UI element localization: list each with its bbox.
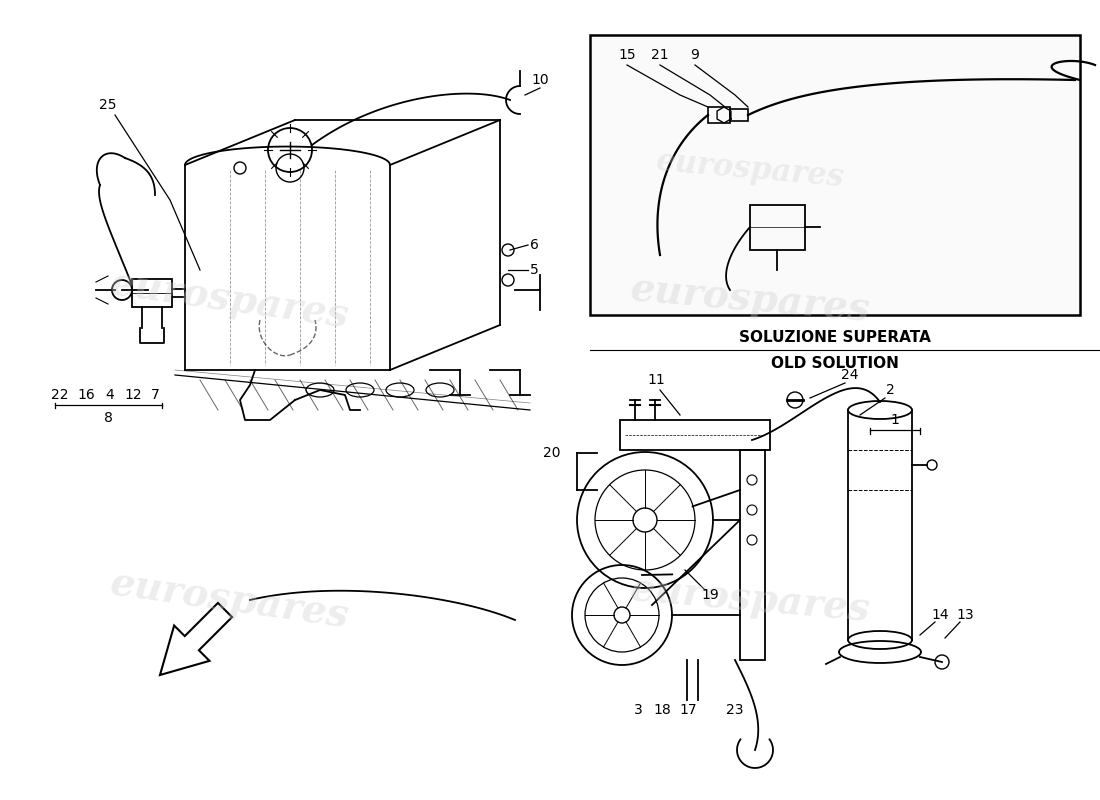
Text: 4: 4 [106,388,114,402]
Text: 24: 24 [842,368,859,382]
Text: OLD SOLUTION: OLD SOLUTION [771,355,899,370]
Text: 12: 12 [124,388,142,402]
Text: 20: 20 [542,446,560,460]
Text: eurospares: eurospares [628,570,871,630]
Text: 18: 18 [653,703,671,717]
Text: 14: 14 [932,608,949,622]
Bar [740,450,764,660]
Text: 15: 15 [618,48,636,62]
Text: 25: 25 [99,98,117,112]
Text: 5: 5 [530,263,539,277]
Text: eurospares: eurospares [628,270,871,330]
Text: 7: 7 [151,388,160,402]
Text: 17: 17 [679,703,696,717]
Text: 22: 22 [52,388,68,402]
Text: 8: 8 [103,411,112,425]
Bar [708,107,730,123]
Text: 16: 16 [77,388,95,402]
Text: 9: 9 [691,48,700,62]
Text: 10: 10 [531,73,549,87]
Bar [750,205,805,250]
Text: 1: 1 [891,413,900,427]
Text: SOLUZIONE SUPERATA: SOLUZIONE SUPERATA [739,330,931,345]
Text: 6: 6 [530,238,539,252]
Bar [620,420,770,450]
Bar [590,35,1080,315]
Text: 3: 3 [634,703,642,717]
Text: 23: 23 [726,703,744,717]
Text: eurospares: eurospares [108,565,352,635]
FancyArrow shape [160,603,232,675]
Text: 19: 19 [701,588,719,602]
Text: 13: 13 [956,608,974,622]
Bar [730,109,748,121]
Text: 2: 2 [886,383,894,397]
Text: 11: 11 [647,373,664,387]
Bar [132,279,172,307]
Text: 21: 21 [651,48,669,62]
Text: eurospares: eurospares [654,146,846,194]
Text: eurospares: eurospares [108,265,352,335]
